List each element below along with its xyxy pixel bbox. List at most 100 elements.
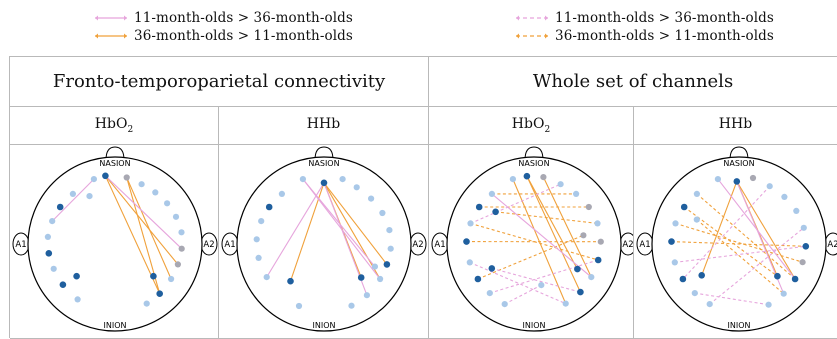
electrode — [793, 208, 799, 214]
electrode — [588, 274, 594, 280]
electrode — [694, 191, 700, 197]
electrode — [524, 173, 531, 180]
electrode — [51, 266, 57, 272]
electrode — [139, 181, 145, 187]
right-ear-label: A2 — [827, 240, 837, 250]
electrode — [476, 204, 483, 211]
electrode — [767, 183, 773, 189]
electrode — [179, 246, 185, 252]
electrode — [368, 196, 374, 202]
group-title-text: Fronto-temporoparietal connectivity — [53, 71, 385, 92]
electrode — [463, 238, 470, 245]
electrode — [358, 274, 365, 281]
electrode — [715, 176, 721, 182]
electrode — [792, 276, 799, 283]
signal-label: HbO2 — [512, 116, 550, 135]
nasion-label: NASION — [308, 159, 339, 168]
left-ear-label: A1 — [639, 240, 650, 250]
legend-label: 11-month-olds > 36-month-olds — [134, 10, 353, 26]
electrode — [279, 191, 285, 197]
electrode — [694, 217, 700, 223]
electrode — [372, 264, 378, 270]
left-ear-label: A1 — [224, 240, 235, 250]
electrode — [60, 281, 67, 288]
electrode — [750, 175, 756, 181]
legend-item: 36-month-olds > 11-month-olds — [94, 27, 353, 45]
electrode — [692, 290, 698, 296]
electrode — [144, 301, 150, 307]
electrode — [492, 209, 499, 216]
electrode — [698, 272, 705, 279]
electrode — [386, 227, 392, 233]
electrode — [467, 220, 473, 226]
electrode — [573, 191, 579, 197]
electrode — [388, 246, 394, 252]
inion-label: INION — [104, 321, 127, 330]
head-outline — [28, 157, 202, 331]
panel-title: HbO2 — [429, 107, 634, 145]
electrode — [467, 259, 473, 265]
electrode — [150, 273, 157, 280]
group-title-text: Whole set of channels — [533, 71, 733, 92]
legend-label: 36-month-olds > 11-month-olds — [134, 28, 353, 44]
electrode — [124, 174, 130, 180]
figure-table: Fronto-temporoparietal connectivity Whol… — [9, 56, 837, 338]
electrode — [574, 266, 581, 273]
electrode — [510, 176, 516, 182]
legend-right: 11-month-olds > 36-month-olds 36-month-o… — [515, 6, 815, 46]
electrode — [586, 204, 592, 210]
electrode — [538, 282, 544, 288]
electrode — [781, 194, 787, 200]
electrode — [803, 243, 810, 250]
electrode — [475, 276, 482, 283]
electrode — [354, 184, 360, 190]
electrode — [594, 220, 600, 226]
electrode — [300, 176, 306, 182]
legend-item: 36-month-olds > 11-month-olds — [515, 27, 774, 45]
electrode — [266, 204, 273, 211]
electrode — [672, 259, 678, 265]
electrode — [168, 276, 174, 282]
group-title: Whole set of channels — [429, 57, 837, 107]
electrode — [45, 234, 51, 240]
legend-line-icon — [94, 31, 128, 41]
left-ear-label: A1 — [15, 240, 26, 250]
inion-label: INION — [313, 321, 336, 330]
electrode — [377, 276, 383, 282]
right-ear-label: A2 — [622, 240, 633, 250]
electrode — [173, 214, 179, 220]
electrode — [102, 173, 109, 180]
electrode — [766, 302, 772, 308]
right-ear-label: A2 — [203, 240, 214, 250]
electrode — [364, 292, 370, 298]
electrode — [258, 218, 264, 224]
head-outline — [447, 157, 621, 331]
electrode — [152, 189, 158, 195]
electrode — [57, 204, 64, 211]
signal-label: HHb — [307, 116, 340, 135]
legend-item: 11-month-olds > 36-month-olds — [94, 9, 353, 27]
electrode — [489, 191, 495, 197]
signal-label: HHb — [719, 116, 752, 135]
electrode — [595, 257, 602, 264]
panel-title: HHb — [634, 107, 837, 145]
legend-label: 11-month-olds > 36-month-olds — [555, 10, 774, 26]
electrode — [681, 204, 688, 211]
electrode — [321, 180, 328, 187]
electrode — [487, 290, 493, 296]
electrode — [91, 176, 97, 182]
electrode — [540, 174, 546, 180]
legend-left: 11-month-olds > 36-month-olds 36-month-o… — [94, 6, 394, 46]
electrode — [70, 191, 76, 197]
electrode — [577, 289, 584, 296]
electrode — [801, 225, 807, 231]
legend-item: 11-month-olds > 36-month-olds — [515, 9, 774, 27]
electrode — [580, 232, 586, 238]
legend-dashed-line-icon — [515, 31, 549, 41]
